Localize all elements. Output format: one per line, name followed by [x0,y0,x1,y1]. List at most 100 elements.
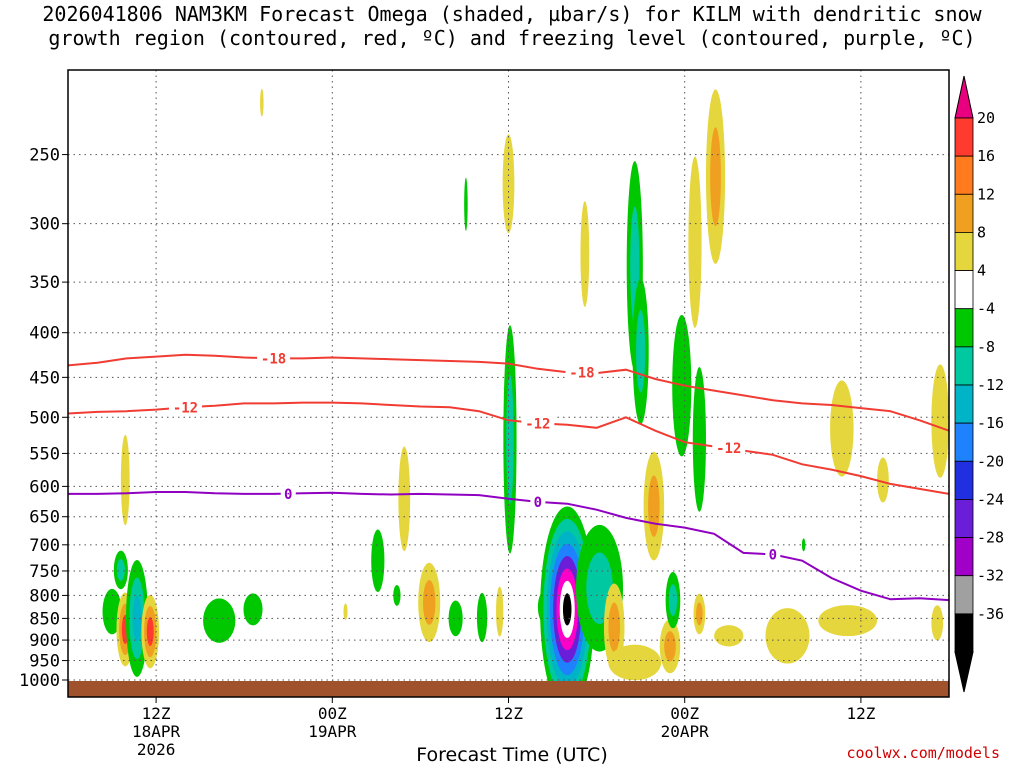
colorbar-label-12: -32 [977,567,1004,585]
contour-line-0 [68,353,949,432]
credit-text: coolwx.com/models [846,744,1000,762]
colorbar-label-11: -28 [977,529,1004,547]
omega-region-17-level-0 [496,586,504,637]
chart-title-line-1: 2026041806 NAM3KM Forecast Omega (shaded… [42,2,982,26]
terrain-strip [68,681,949,697]
contour-label-0-0: -18 [261,351,286,367]
contour-label-bg-2-0 [280,485,296,502]
colorbar-bottom-arrow [954,651,974,693]
colorbar-label-2: 12 [977,185,995,203]
omega-region-19-level-1 [506,374,514,504]
omega-region-4-level-2 [132,595,142,642]
omega-region-10-level-0 [371,529,385,592]
x-tick-label-36-0: 12Z [494,704,523,723]
colorbar-swatch-13 [954,613,974,653]
omega-region-9-level-0 [343,603,348,620]
colorbar-swatch-9 [954,460,974,500]
colorbar-swatch-3 [954,232,974,271]
omega-region-11-level-0 [393,584,401,606]
y-tick-label-600: 600 [29,477,60,497]
contour-label-bg-1-0 [168,399,202,416]
omega-region-13-level-1 [422,580,436,625]
y-tick-label-300: 300 [29,215,60,235]
contour-label-bg-0-1 [565,364,599,381]
omega-region-29-level-1 [664,631,676,662]
omega-region-7-level-0 [243,593,263,626]
contour-lines: -18 -18 -12 -12 -12 0 0 0 [68,350,949,602]
colorbar-top-arrow [954,75,974,119]
colorbar-label-1: 16 [977,147,995,165]
y-tick-label-900: 900 [29,631,60,651]
y-tick-label-1000: 1000 [19,671,60,691]
y-tick-label-350: 350 [29,273,60,293]
x-tick-label-48-0: 00Z [670,704,699,723]
omega-region-39-level-0 [830,380,854,477]
contour-label-1-0: -12 [173,400,198,416]
x-tick-label-12-1: 18APR [132,722,181,741]
y-tick-label-850: 850 [29,609,60,629]
x-tick-label-48-1: 20APR [661,722,710,741]
grid-lines [68,70,949,697]
omega-region-26-level-0 [608,644,662,681]
colorbar-swatch-10 [954,499,974,538]
colorbar-label-8: -16 [977,414,1004,432]
x-tick-label-12-2: 2026 [137,740,176,759]
omega-region-42-level-0 [931,364,949,478]
colorbar-label-7: -12 [977,376,1004,394]
omega-region-21-level-7 [562,593,572,626]
x-tick-label-24-1: 19APR [308,722,357,741]
omega-region-14-level-0 [448,600,463,637]
omega-region-2-level-0 [120,434,130,526]
x-tick-label-12-0: 12Z [142,704,171,723]
omega-region-18-level-0 [502,134,515,234]
chart-title-line-2: growth region (contoured, red, ºC) and f… [48,26,976,50]
colorbar-swatch-2 [954,193,974,233]
y-tick-label-800: 800 [29,586,60,606]
omega-region-6-level-0 [203,598,236,643]
colorbar-swatch-5 [954,308,974,348]
contour-label-bg-1-1 [521,415,555,432]
colorbar-swatch-7 [954,384,974,424]
y-tick-label-750: 750 [29,562,60,582]
contour-label-bg-0-0 [257,350,291,367]
omega-shading [102,88,949,697]
colorbar-label-10: -24 [977,490,1004,508]
colorbar-swatch-0 [954,117,974,157]
y-tick-label-650: 650 [29,508,60,528]
omega-region-1-level-1 [116,559,125,581]
omega-region-5-level-2 [146,617,154,647]
y-tick-label-550: 550 [29,444,60,464]
omega-region-33-level-0 [692,366,706,512]
colorbar-swatch-6 [954,346,974,386]
y-tick-label-700: 700 [29,536,60,556]
contour-label-1-1: -12 [525,416,550,432]
colorbar: 20 16 12 8 4 -4 -8 -12 -16 -20 -24 -28 -32 -36 [954,75,1004,693]
omega-region-8-level-0 [260,88,264,117]
colorbar-label-9: -20 [977,452,1004,470]
contour-label-bg-2-2 [765,546,781,563]
x-axis-label: Forecast Time (UTC) [416,744,608,766]
contour-label-2-0: 0 [284,487,292,503]
contour-label-bg-2-1 [530,493,546,510]
x-tick-label-24-0: 00Z [318,704,347,723]
y-tick-label-400: 400 [29,324,60,344]
colorbar-swatch-1 [954,155,974,195]
contour-label-bg-1-2 [712,439,746,456]
colorbar-label-6: -8 [977,338,995,356]
omega-region-34-level-1 [696,602,703,626]
y-axis: 2503003504004505005506006507007508008509… [19,146,68,691]
omega-region-41-level-0 [877,457,889,503]
y-tick-label-500: 500 [29,408,60,428]
colorbar-label-3: 8 [977,223,986,241]
contour-label-2-1: 0 [534,495,542,511]
colorbar-swatch-4 [954,270,974,310]
omega-region-15-level-0 [464,177,468,231]
colorbar-label-13: -36 [977,605,1004,623]
omega-region-27-level-1 [636,309,646,393]
chart-title: 2026041806 NAM3KM Forecast Omega (shaded… [0,2,1024,50]
omega-region-28-level-1 [648,475,660,537]
omega-region-32-level-0 [688,156,702,328]
y-tick-label-950: 950 [29,652,60,672]
x-tick-label-60-0: 12Z [846,704,875,723]
